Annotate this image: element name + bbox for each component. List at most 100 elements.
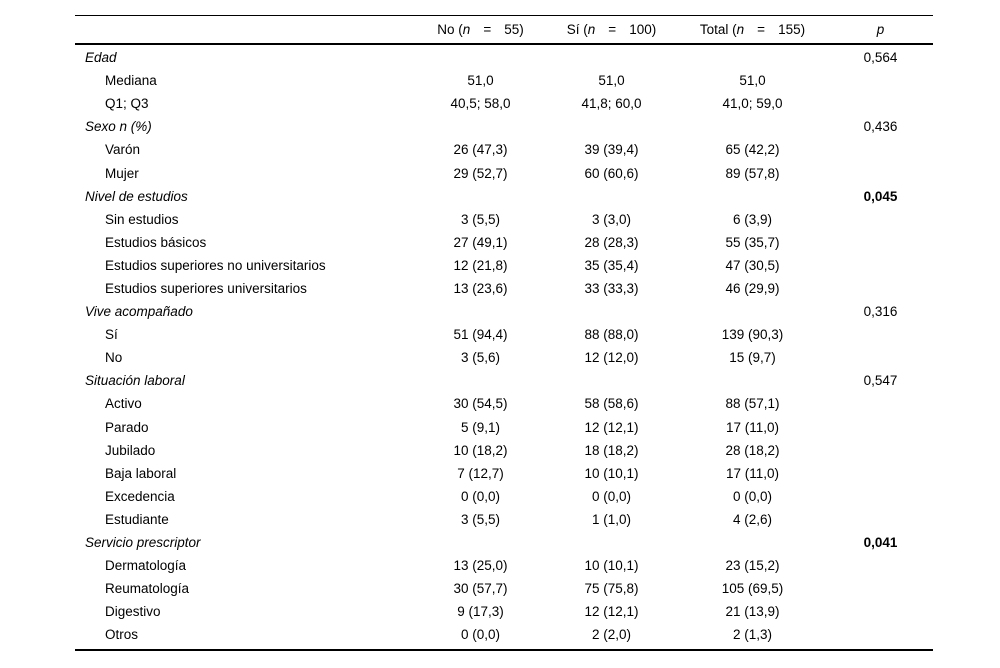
table-row: Mujer 29 (52,7) 60 (60,6) 89 (57,8) — [75, 161, 933, 184]
table-row: Excedencia 0 (0,0) 0 (0,0) 0 (0,0) — [75, 485, 933, 508]
row-group-label: Situación laboral — [85, 373, 185, 389]
row-group-label: Nivel de estudios — [85, 188, 188, 204]
cell-p-value: 0,547 — [863, 373, 898, 389]
n-variable: n — [736, 22, 745, 37]
cell-value: 89 (57,8) — [725, 165, 780, 181]
cell-value: 0 (0,0) — [460, 627, 501, 643]
cell-value: 9 (17,3) — [457, 604, 504, 620]
equals-sign: = — [483, 22, 492, 37]
table-row: Otros 0 (0,0) 2 (2,0) 2 (1,3) — [75, 623, 933, 646]
row-label: Varón — [105, 142, 141, 158]
cell-value: 17 (11,0) — [725, 419, 780, 435]
cell-value: 4 (2,6) — [732, 511, 773, 527]
table-row: Varón 26 (47,3) 39 (39,4) 65 (42,2) — [75, 138, 933, 161]
cell-value: 12 (12,1) — [584, 604, 639, 620]
table-row: Estudios superiores universitarios 13 (23… — [75, 277, 933, 300]
row-label: Sí — [105, 327, 118, 343]
table-row: Sexo n (%) 0,436 — [75, 115, 933, 138]
row-group-label: Edad — [85, 50, 117, 66]
cell-value: 51,0 — [598, 73, 625, 89]
table-body: Edad 0,564 Mediana 51,0 51,0 51,0 Q1; Q3 40,5; … — [75, 45, 933, 649]
cell-value: 51,0 — [467, 73, 494, 89]
cell-value: 29 (52,7) — [453, 165, 508, 181]
cell-value: 55 (35,7) — [725, 234, 780, 250]
col-header-text: No ( — [437, 22, 463, 37]
cell-value: 41,0; 59,0 — [722, 96, 783, 112]
cell-value: 41,8; 60,0 — [581, 96, 642, 112]
row-label: Mediana — [105, 73, 157, 89]
cell-value: 18 (18,2) — [584, 442, 639, 458]
cell-value: 58 (58,6) — [584, 396, 639, 412]
cell-value: 35 (35,4) — [584, 257, 639, 273]
row-label: Estudios superiores no universitarios — [105, 257, 326, 273]
cell-value: 12 (12,1) — [584, 419, 639, 435]
cell-value: 2 (1,3) — [732, 627, 773, 643]
cell-value: 47 (30,5) — [725, 257, 780, 273]
cell-value: 10 (10,1) — [584, 465, 639, 481]
cell-value: 27 (49,1) — [453, 234, 508, 250]
cell-p-value: 0,436 — [863, 119, 898, 135]
col-header-count: 55) — [504, 22, 524, 37]
cell-p-value: 0,045 — [863, 188, 898, 204]
cell-value: 12 (21,8) — [453, 257, 508, 273]
cell-value: 13 (25,0) — [453, 558, 508, 574]
col-header-total: Total (n = 155) — [677, 22, 828, 37]
cell-value: 1 (1,0) — [591, 511, 632, 527]
row-label: Estudiante — [105, 511, 169, 527]
cell-value: 65 (42,2) — [725, 142, 780, 158]
cell-value: 28 (18,2) — [725, 442, 780, 458]
row-label: Otros — [105, 627, 139, 643]
table-row: Servicio prescriptor 0,041 — [75, 531, 933, 554]
p-variable: p — [876, 22, 885, 37]
row-label: No — [105, 350, 123, 366]
cell-value: 13 (23,6) — [453, 280, 508, 296]
table-row: Sí 51 (94,4) 88 (88,0) 139 (90,3) — [75, 323, 933, 346]
n-variable: n — [587, 22, 596, 37]
cell-p-value: 0,316 — [863, 304, 898, 320]
cell-value: 10 (10,1) — [584, 558, 639, 574]
table-row: Reumatología 30 (57,7) 75 (75,8) 105 (69,5) — [75, 577, 933, 600]
row-label: Jubilado — [105, 442, 156, 458]
cell-value: 30 (57,7) — [453, 581, 508, 597]
cell-value: 88 (88,0) — [584, 327, 639, 343]
table-row: Dermatología 13 (25,0) 10 (10,1) 23 (15,2) — [75, 554, 933, 577]
cell-value: 105 (69,5) — [721, 581, 784, 597]
col-header-text: Sí ( — [566, 22, 588, 37]
cell-value: 88 (57,1) — [725, 396, 780, 412]
table-row: Estudios básicos 27 (49,1) 28 (28,3) 55 (35… — [75, 231, 933, 254]
table-row: Edad 0,564 — [75, 46, 933, 69]
row-label: Reumatología — [105, 581, 190, 597]
equals-sign: = — [608, 22, 617, 37]
table-row: Estudios superiores no universitarios 12 … — [75, 254, 933, 277]
equals-sign: = — [757, 22, 766, 37]
cell-value: 0 (0,0) — [591, 488, 632, 504]
row-label: Q1; Q3 — [105, 96, 149, 112]
cell-value: 6 (3,9) — [732, 211, 773, 227]
row-label: Parado — [105, 419, 149, 435]
cell-value: 0 (0,0) — [732, 488, 773, 504]
cell-value: 60 (60,6) — [584, 165, 639, 181]
table-row: Activo 30 (54,5) 58 (58,6) 88 (57,1) — [75, 392, 933, 415]
row-group-label: Servicio prescriptor — [85, 535, 201, 551]
n-variable: n — [462, 22, 471, 37]
table-row: Situación laboral 0,547 — [75, 369, 933, 392]
cell-value: 51 (94,4) — [453, 327, 508, 343]
table-row: Digestivo 9 (17,3) 12 (12,1) 21 (13,9) — [75, 600, 933, 623]
table-row: Sin estudios 3 (5,5) 3 (3,0) 6 (3,9) — [75, 208, 933, 231]
row-label: Dermatología — [105, 558, 187, 574]
cell-value: 3 (3,0) — [591, 211, 632, 227]
cell-value: 23 (15,2) — [725, 558, 780, 574]
cell-p-value: 0,564 — [863, 50, 898, 66]
row-group-label: Vive acompañado — [85, 304, 193, 320]
cell-value: 7 (12,7) — [457, 465, 504, 481]
table-header-row: No (n = 55) Sí (n = 100) Total (n = 155) p — [75, 16, 933, 45]
row-label: Excedencia — [105, 488, 175, 504]
cell-value: 46 (29,9) — [725, 280, 780, 296]
table-row: Vive acompañado 0,316 — [75, 300, 933, 323]
cell-value: 139 (90,3) — [721, 327, 784, 343]
col-header-p: p — [828, 22, 933, 37]
cell-value: 15 (9,7) — [729, 350, 776, 366]
col-header-count: 100) — [629, 22, 657, 37]
cell-value: 3 (5,5) — [460, 511, 501, 527]
